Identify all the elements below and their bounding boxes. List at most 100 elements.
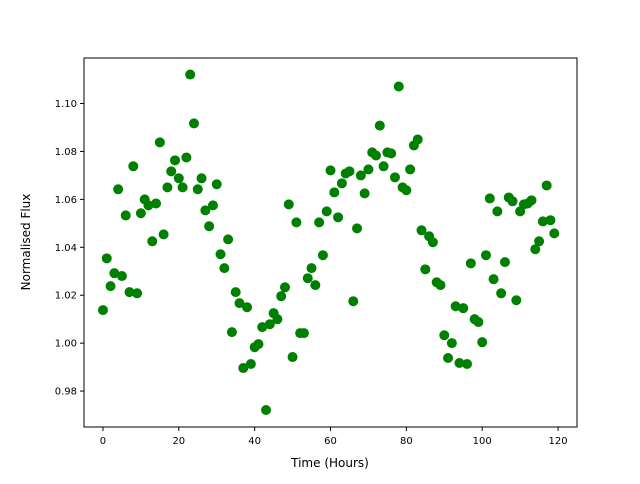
data-point	[124, 287, 135, 298]
data-point	[219, 263, 230, 274]
x-axis-ticks: 0 20 40 60 80 100 120	[100, 427, 568, 447]
data-point	[113, 184, 124, 195]
data-point	[496, 288, 507, 299]
data-point	[97, 305, 108, 316]
data-point	[348, 296, 359, 307]
data-point	[439, 330, 450, 341]
data-points	[97, 69, 560, 415]
data-point	[192, 184, 203, 195]
plot-frame	[83, 57, 578, 428]
data-point	[344, 166, 355, 177]
y-tick-label: 0.98	[55, 387, 77, 398]
data-point	[446, 338, 457, 349]
data-point	[412, 134, 423, 145]
data-point	[264, 319, 275, 330]
data-point	[310, 280, 321, 291]
data-point	[245, 358, 256, 369]
data-point	[416, 225, 427, 236]
data-point	[317, 250, 328, 261]
data-point	[333, 212, 344, 223]
y-tick-label: 1.02	[55, 291, 77, 302]
data-point	[465, 258, 476, 269]
data-point	[454, 358, 465, 369]
data-point	[363, 164, 374, 175]
data-point	[287, 352, 298, 363]
data-point	[477, 337, 488, 348]
data-point	[507, 196, 518, 207]
data-point	[499, 257, 510, 268]
data-point	[321, 206, 332, 217]
data-point	[427, 237, 438, 248]
data-point	[374, 120, 385, 131]
data-point	[185, 69, 196, 80]
data-point	[325, 165, 336, 176]
data-point	[492, 206, 503, 217]
data-point	[158, 229, 169, 240]
data-point	[177, 182, 188, 193]
data-point	[420, 264, 431, 275]
data-point	[226, 327, 237, 338]
data-point	[173, 173, 184, 184]
data-point	[242, 302, 253, 313]
data-point	[484, 193, 495, 204]
data-point	[443, 352, 454, 363]
x-tick-label: 120	[548, 436, 567, 447]
data-point	[302, 273, 313, 284]
data-point	[450, 301, 461, 312]
data-point	[162, 182, 173, 193]
data-point	[101, 253, 112, 264]
data-point	[147, 236, 158, 247]
data-point	[488, 274, 499, 285]
data-point	[181, 152, 192, 163]
y-tick-label: 1.04	[55, 243, 77, 254]
data-point	[526, 195, 537, 206]
data-point	[283, 199, 294, 210]
data-point	[359, 188, 370, 199]
data-point	[272, 314, 283, 325]
data-point	[135, 208, 146, 219]
data-point	[253, 339, 264, 350]
data-point	[207, 200, 218, 211]
y-axis-ticks: 0.98 1.00 1.02 1.04 1.06 1.08 1.10	[55, 99, 84, 398]
data-point	[511, 295, 522, 306]
data-point	[371, 150, 382, 161]
x-tick-label: 60	[324, 436, 337, 447]
data-point	[473, 317, 484, 328]
data-point	[188, 118, 199, 129]
data-point	[537, 216, 548, 227]
data-point	[261, 404, 272, 415]
data-point	[386, 148, 397, 159]
data-point	[128, 161, 139, 172]
data-point	[166, 166, 177, 177]
data-point	[458, 303, 469, 314]
data-point	[393, 81, 404, 92]
data-point	[234, 298, 245, 309]
data-point	[378, 161, 389, 172]
data-point	[230, 287, 241, 298]
data-point	[435, 280, 446, 291]
data-point	[279, 282, 290, 293]
x-tick-label: 20	[172, 436, 185, 447]
data-point	[215, 249, 226, 260]
data-point	[105, 281, 116, 292]
y-tick-label: 1.10	[55, 99, 77, 110]
data-point	[120, 210, 131, 221]
data-point	[196, 173, 207, 184]
y-tick-label: 1.08	[55, 147, 77, 158]
x-tick-label: 0	[100, 436, 106, 447]
y-tick-label: 1.06	[55, 195, 77, 206]
data-point	[314, 217, 325, 228]
data-point	[545, 215, 556, 226]
data-point	[109, 268, 120, 279]
data-point	[170, 155, 181, 166]
data-point	[276, 291, 287, 302]
data-point	[211, 179, 222, 190]
data-point	[534, 236, 545, 247]
data-point	[541, 180, 552, 191]
data-point	[291, 217, 302, 228]
data-point	[480, 250, 491, 261]
data-point	[405, 164, 416, 175]
x-tick-label: 40	[248, 436, 261, 447]
data-point	[306, 263, 317, 274]
